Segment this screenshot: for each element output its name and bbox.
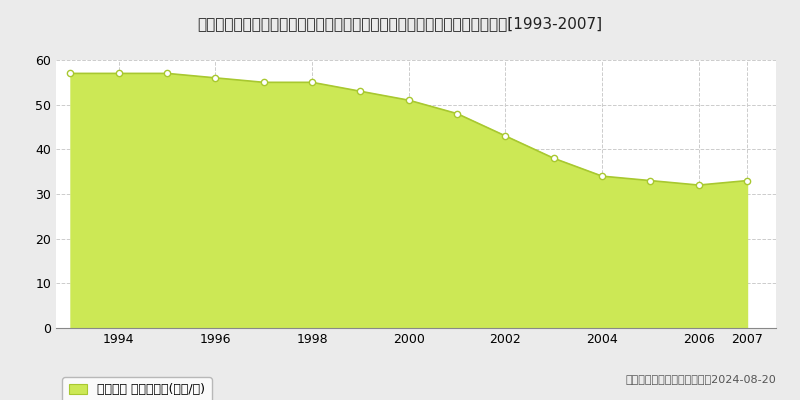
Text: （Ｃ）土地価格ドットコム　2024-08-20: （Ｃ）土地価格ドットコム 2024-08-20 — [626, 374, 776, 384]
Text: 京都府相楽郡精華町大字北稲八間小字丸山６０番１６　地価公示　地価推移[1993-2007]: 京都府相楽郡精華町大字北稲八間小字丸山６０番１６ 地価公示 地価推移[1993-… — [198, 16, 602, 31]
Legend: 地価公示 平均坪単価(万円/坪): 地価公示 平均坪単価(万円/坪) — [62, 377, 211, 400]
